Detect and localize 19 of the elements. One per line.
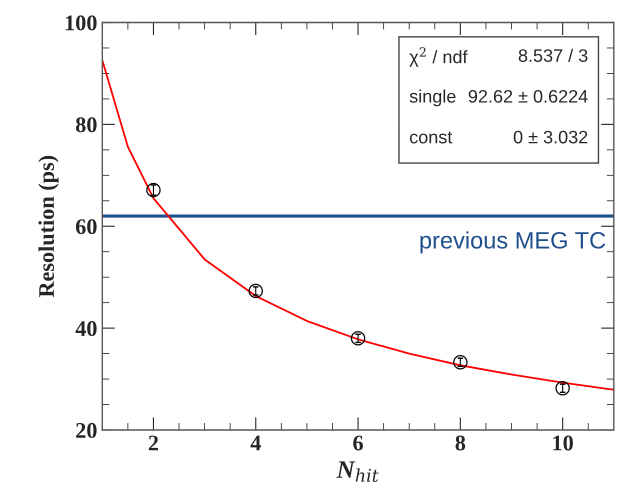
x-tick-label: 4	[250, 436, 261, 450]
annotation: single	[410, 89, 456, 106]
ref-line-label: previous MEG TC	[420, 231, 606, 254]
annotation: const	[410, 132, 452, 144]
y-tick-label: 80	[76, 117, 97, 132]
y-tick-label: 60	[76, 219, 97, 234]
annotation: 0 ± 3.032	[514, 130, 588, 144]
annotation: 92.62 ± 0.6224	[468, 90, 588, 103]
annotation: 8.537 / 3	[518, 48, 588, 62]
y-tick-label: 100	[66, 15, 97, 30]
x-tick-label: 6	[353, 436, 363, 450]
x-tick-label: 2	[148, 436, 158, 450]
annotation: χ$^{2}$ / ndf	[409, 47, 468, 67]
x-tick-label: 10	[553, 436, 573, 450]
y-tick-label: 40	[76, 321, 97, 336]
y-tick-label: 20	[76, 422, 97, 438]
y-axis-title: Resolution (ps)	[38, 156, 59, 298]
x-tick-label: 8	[456, 436, 466, 450]
x-axis-title: N$_{hit}$	[336, 461, 379, 482]
